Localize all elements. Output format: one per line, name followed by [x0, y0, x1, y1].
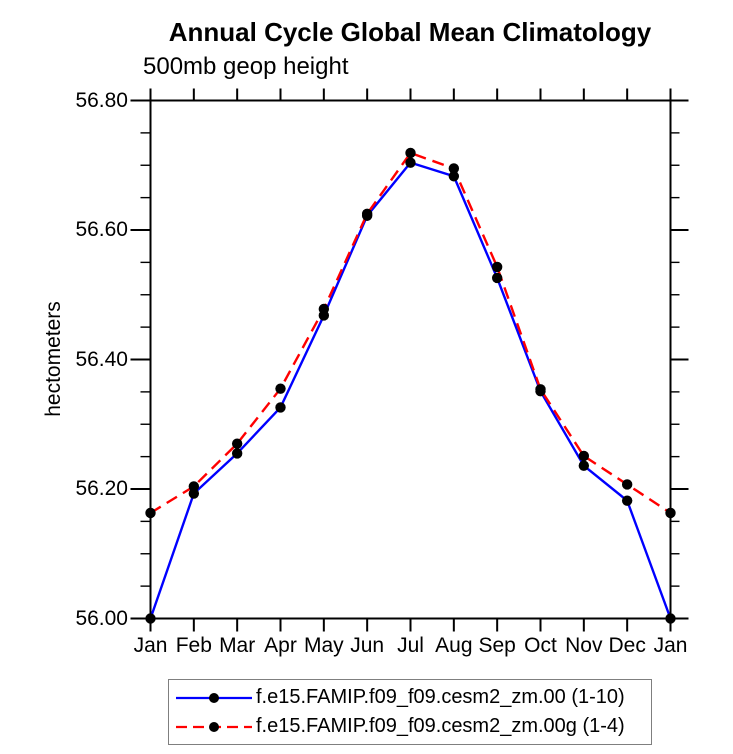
- data-point-marker: [188, 488, 200, 499]
- legend-item-0: f.e15.FAMIP.f09_f09.cesm2_zm.00 (1-10): [174, 683, 651, 712]
- data-point-marker: [578, 460, 590, 471]
- data-point-marker: [405, 157, 416, 168]
- plot-frame: [149, 99, 672, 620]
- legend-marker-dot: [209, 721, 219, 732]
- series-line-0: [149, 161, 672, 619]
- data-point-marker: [318, 303, 330, 315]
- legend-marker-dot: [209, 692, 219, 703]
- data-point-marker: [145, 613, 156, 624]
- data-point-marker: [448, 163, 460, 174]
- data-point-marker: [231, 438, 243, 449]
- data-point-marker: [621, 495, 633, 506]
- data-point-marker: [188, 481, 200, 492]
- data-point-marker: [275, 383, 286, 394]
- data-point-marker: [275, 402, 286, 413]
- data-point-marker: [231, 448, 243, 459]
- data-point-marker: [665, 613, 676, 624]
- chart-subtitle: 500mb geop height: [143, 53, 349, 80]
- legend-line-sample-solid: [176, 692, 252, 703]
- legend-line-sample-dashed: [176, 721, 252, 732]
- series-line-1: [149, 151, 672, 514]
- data-point-marker: [621, 479, 633, 490]
- legend-label-1: f.e15.FAMIP.f09_f09.cesm2_zm.00g (1-4): [256, 715, 625, 737]
- data-point-marker: [448, 171, 460, 182]
- legend: f.e15.FAMIP.f09_f09.cesm2_zm.00 (1-10) f…: [168, 679, 652, 745]
- data-point-marker: [361, 208, 373, 220]
- legend-item-1: f.e15.FAMIP.f09_f09.cesm2_zm.00g (1-4): [174, 712, 651, 741]
- legend-label-0: f.e15.FAMIP.f09_f09.cesm2_zm.00 (1-10): [256, 686, 625, 708]
- data-point-marker: [145, 507, 156, 519]
- data-point-marker: [491, 272, 503, 284]
- data-point-marker: [535, 384, 546, 395]
- data-point-marker: [665, 507, 676, 519]
- chart-title: Annual Cycle Global Mean Climatology: [168, 17, 652, 47]
- data-point-marker: [405, 147, 416, 159]
- data-point-marker: [578, 450, 590, 462]
- data-point-marker: [491, 261, 503, 273]
